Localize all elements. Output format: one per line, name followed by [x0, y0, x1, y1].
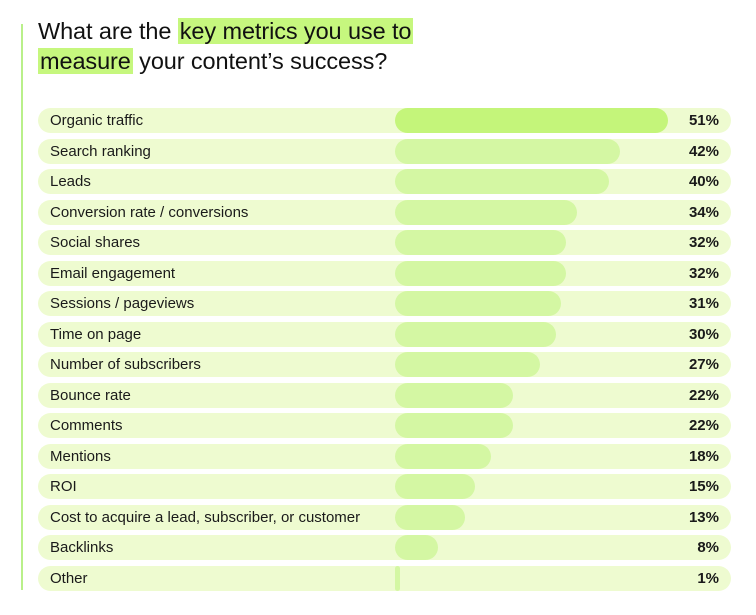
- category-label: Other: [50, 569, 88, 587]
- bar-row: Sessions / pageviews 31%: [38, 291, 731, 316]
- category-label: Time on page: [50, 325, 142, 343]
- bar-row: Search ranking 42%: [38, 138, 731, 164]
- bar: [395, 504, 465, 530]
- value-label: 32%: [688, 264, 719, 282]
- value-label: 32%: [688, 234, 719, 251]
- value-label: 1%: [697, 569, 719, 587]
- category-label: Organic traffic: [50, 112, 144, 129]
- value-label: 13%: [688, 508, 719, 526]
- bar: [395, 413, 513, 438]
- bar-row: Comments 22%: [38, 413, 731, 438]
- bar: [395, 138, 620, 164]
- bar-row: Cost to acquire a lead, subscriber, or c…: [38, 504, 731, 530]
- bar-chart: Organic traffic 51% Search ranking 42% Leads…: [38, 108, 731, 591]
- value-label: 22%: [688, 386, 719, 404]
- bar: [395, 352, 540, 377]
- category-label: ROI: [50, 478, 77, 495]
- title-part-1: What are the: [38, 18, 178, 44]
- category-label: Comments: [50, 417, 123, 434]
- bar: [395, 474, 476, 499]
- category-label: Backlinks: [50, 539, 114, 556]
- bar: [395, 291, 561, 316]
- value-label: 51%: [688, 112, 719, 129]
- bar-row: Time on page 30%: [38, 321, 731, 347]
- category-label: Cost to acquire a lead, subscriber, or c…: [50, 508, 361, 526]
- bar: [395, 321, 556, 347]
- bar: [395, 443, 492, 469]
- category-label: Number of subscribers: [50, 356, 201, 373]
- value-label: 18%: [688, 447, 719, 465]
- category-label: Conversion rate / conversions: [50, 203, 249, 221]
- bar: [395, 565, 401, 591]
- bar-row: Other 1%: [38, 565, 731, 591]
- value-label: 30%: [688, 325, 719, 343]
- bar-row: Email engagement 32%: [38, 260, 731, 286]
- value-label: 42%: [688, 142, 719, 160]
- accent-line: [21, 24, 23, 590]
- value-label: 8%: [697, 539, 719, 556]
- category-label: Search ranking: [50, 142, 151, 160]
- bar: [395, 108, 668, 133]
- bar-row: Mentions 18%: [38, 443, 731, 469]
- bar-row: Bounce rate 22%: [38, 382, 731, 408]
- bar: [395, 169, 610, 194]
- bar-row: Number of subscribers 27%: [38, 352, 731, 377]
- value-label: 15%: [688, 478, 719, 495]
- value-label: 31%: [688, 295, 719, 312]
- chart-title: What are the key metrics you use to measu…: [38, 16, 738, 76]
- category-label: Social shares: [50, 234, 141, 251]
- bar-row: Backlinks 8%: [38, 535, 731, 560]
- bar: [395, 199, 577, 225]
- bar: [395, 230, 567, 255]
- category-label: Email engagement: [50, 264, 176, 282]
- value-label: 22%: [688, 417, 719, 434]
- title-highlight-1: key metrics you use to: [177, 18, 414, 44]
- bar-row: Leads 40%: [38, 169, 731, 194]
- value-label: 27%: [688, 356, 719, 373]
- category-label: Leads: [50, 173, 91, 190]
- bar: [395, 260, 567, 286]
- bar-row: Organic traffic 51%: [38, 108, 731, 133]
- category-label: Bounce rate: [50, 386, 131, 404]
- category-label: Mentions: [50, 447, 111, 465]
- bar-row: Social shares 32%: [38, 230, 731, 255]
- title-highlight-2: measure: [38, 48, 133, 74]
- bar: [395, 382, 513, 408]
- value-label: 34%: [688, 203, 719, 221]
- title-part-2: your content’s success?: [132, 48, 388, 74]
- bar: [395, 535, 438, 560]
- bar-row: ROI 15%: [38, 474, 731, 499]
- bar-row: Conversion rate / conversions 34%: [38, 199, 731, 225]
- category-label: Sessions / pageviews: [50, 295, 195, 312]
- value-label: 40%: [688, 173, 719, 190]
